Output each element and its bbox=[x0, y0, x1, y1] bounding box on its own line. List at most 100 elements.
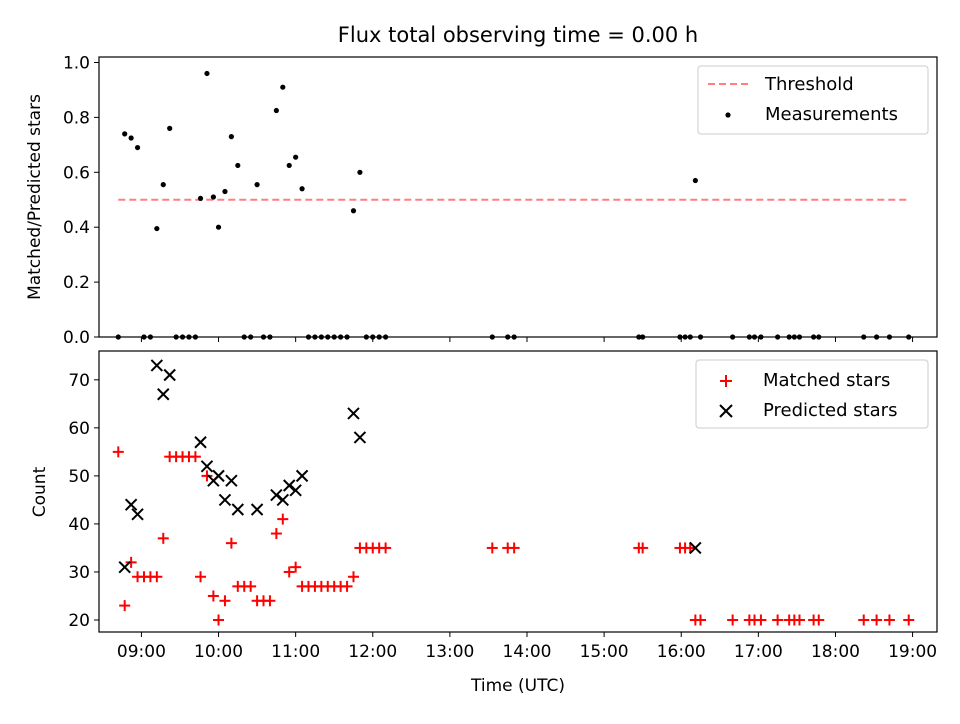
legend-predicted-label: Predicted stars bbox=[763, 400, 897, 421]
measurement-point bbox=[215, 224, 222, 230]
x-tick-label: 11:00 bbox=[271, 642, 320, 662]
y-tick-label: 40 bbox=[68, 515, 90, 535]
matched-star-point bbox=[277, 513, 289, 525]
predicted-star-point bbox=[250, 503, 264, 516]
matched-star-point bbox=[772, 614, 784, 626]
matched-star-point bbox=[125, 556, 137, 568]
matched-star-point bbox=[219, 595, 231, 607]
y-tick-label: 0.2 bbox=[63, 273, 90, 293]
measurement-point bbox=[286, 162, 292, 169]
top-legend: Threshold Measurements bbox=[697, 65, 929, 135]
measurement-point bbox=[293, 154, 299, 160]
top-legend-box bbox=[697, 65, 929, 135]
measurement-point bbox=[273, 107, 279, 114]
predicted-star-point bbox=[225, 474, 238, 487]
matched-star-point bbox=[264, 595, 276, 607]
top-y-ticks: 0.0 0.2 0.4 0.6 0.8 1.0 bbox=[63, 53, 99, 348]
matched-star-point bbox=[112, 446, 124, 458]
measurement-point bbox=[350, 208, 357, 214]
matched-star-point bbox=[793, 614, 805, 626]
top-y-axis-label: Matched/Predicted stars bbox=[25, 94, 45, 300]
y-tick-label: 0.0 bbox=[63, 328, 90, 348]
x-tick-label: 17:00 bbox=[734, 642, 783, 662]
predicted-star-point bbox=[118, 560, 131, 574]
predicted-star-point bbox=[270, 488, 283, 502]
legend-predicted-swatch bbox=[719, 404, 733, 418]
bottom-y-ticks: 20 30 40 50 60 70 bbox=[68, 371, 99, 631]
x-tick-label: 15:00 bbox=[580, 642, 629, 662]
bottom-panel: 20 30 40 50 60 70 09:00 10:00 11:00 12:00 13:00 14… bbox=[30, 350, 938, 696]
x-tick-label: 10:00 bbox=[194, 642, 243, 662]
matched-star-point bbox=[858, 614, 870, 626]
bottom-legend: Matched stars Predicted stars bbox=[695, 359, 929, 429]
predicted-star-point bbox=[212, 469, 225, 483]
x-tick-label: 16:00 bbox=[657, 642, 706, 662]
predicted-star-point bbox=[347, 407, 360, 420]
matched-star-point bbox=[195, 571, 207, 583]
predicted-star-point bbox=[131, 508, 144, 521]
matched-star-point bbox=[225, 537, 237, 549]
measurement-point bbox=[210, 194, 216, 200]
matched-star-point bbox=[637, 542, 649, 554]
measurement-point bbox=[197, 195, 204, 201]
top-x-ticks bbox=[140, 337, 914, 342]
bottom-y-axis-label: Count bbox=[30, 466, 50, 517]
measurement-point bbox=[204, 70, 210, 77]
top-panel: 0.0 0.2 0.4 0.6 0.8 1.0 Matched/Predicted sta… bbox=[25, 53, 938, 348]
x-tick-label: 12:00 bbox=[348, 642, 397, 662]
predicted-star-point bbox=[231, 503, 245, 516]
measurement-point bbox=[134, 144, 141, 151]
measurement-point bbox=[128, 135, 134, 141]
x-tick-label: 14:00 bbox=[502, 642, 551, 662]
predicted-star-point bbox=[218, 493, 232, 507]
matched-star-point bbox=[213, 614, 225, 626]
matched-star-point bbox=[119, 600, 131, 612]
bottom-axes-frame bbox=[98, 350, 938, 633]
x-tick-label: 09:00 bbox=[117, 642, 166, 662]
x-tick-label: 18:00 bbox=[811, 642, 860, 662]
legend-threshold-label: Threshold bbox=[764, 74, 854, 95]
predicted-star-point bbox=[150, 359, 164, 372]
matched-star-point bbox=[283, 566, 295, 578]
predicted-star-point bbox=[124, 498, 138, 511]
legend-matched-swatch bbox=[720, 375, 732, 387]
y-tick-label: 70 bbox=[68, 371, 90, 391]
y-tick-label: 0.8 bbox=[63, 108, 90, 128]
matched-star-point bbox=[883, 614, 895, 626]
matched-star-point bbox=[380, 542, 392, 554]
measurement-point bbox=[154, 225, 160, 232]
matched-star-point bbox=[201, 470, 213, 482]
measurement-point bbox=[235, 162, 241, 169]
legend-measurements-label: Measurements bbox=[765, 104, 898, 125]
y-tick-label: 1.0 bbox=[63, 53, 90, 73]
matched-star-point bbox=[290, 561, 302, 573]
measurement-point bbox=[160, 182, 166, 188]
predicted-star-point bbox=[353, 431, 367, 444]
predicted-star-point bbox=[289, 484, 302, 497]
matched-star-point bbox=[347, 571, 359, 583]
top-axes-frame bbox=[98, 56, 938, 338]
matched-star-point bbox=[270, 528, 282, 540]
y-tick-label: 50 bbox=[68, 467, 90, 487]
measurement-point bbox=[280, 84, 286, 90]
bottom-x-ticks: 09:00 10:00 11:00 12:00 13:00 14:00 15:00 16:00… bbox=[117, 632, 937, 662]
predicted-star-point bbox=[689, 541, 702, 555]
matched-star-point bbox=[684, 542, 696, 554]
matched-star-point bbox=[151, 571, 163, 583]
matched-star-point bbox=[341, 580, 353, 592]
matched-star-point bbox=[486, 542, 498, 554]
measurement-point bbox=[222, 188, 228, 195]
predicted-star-point bbox=[157, 388, 170, 401]
measurement-point bbox=[299, 186, 305, 192]
x-tick-label: 13:00 bbox=[425, 642, 474, 662]
y-tick-label: 60 bbox=[68, 419, 90, 439]
predicted-star-point bbox=[283, 479, 296, 492]
matched-star-point bbox=[157, 532, 169, 544]
measurement-point bbox=[122, 131, 128, 137]
y-tick-label: 0.4 bbox=[63, 218, 90, 238]
x-axis-label: Time (UTC) bbox=[470, 676, 565, 696]
matched-star-point bbox=[695, 614, 707, 626]
bottom-legend-box bbox=[695, 359, 929, 429]
measurement-point bbox=[692, 177, 698, 184]
